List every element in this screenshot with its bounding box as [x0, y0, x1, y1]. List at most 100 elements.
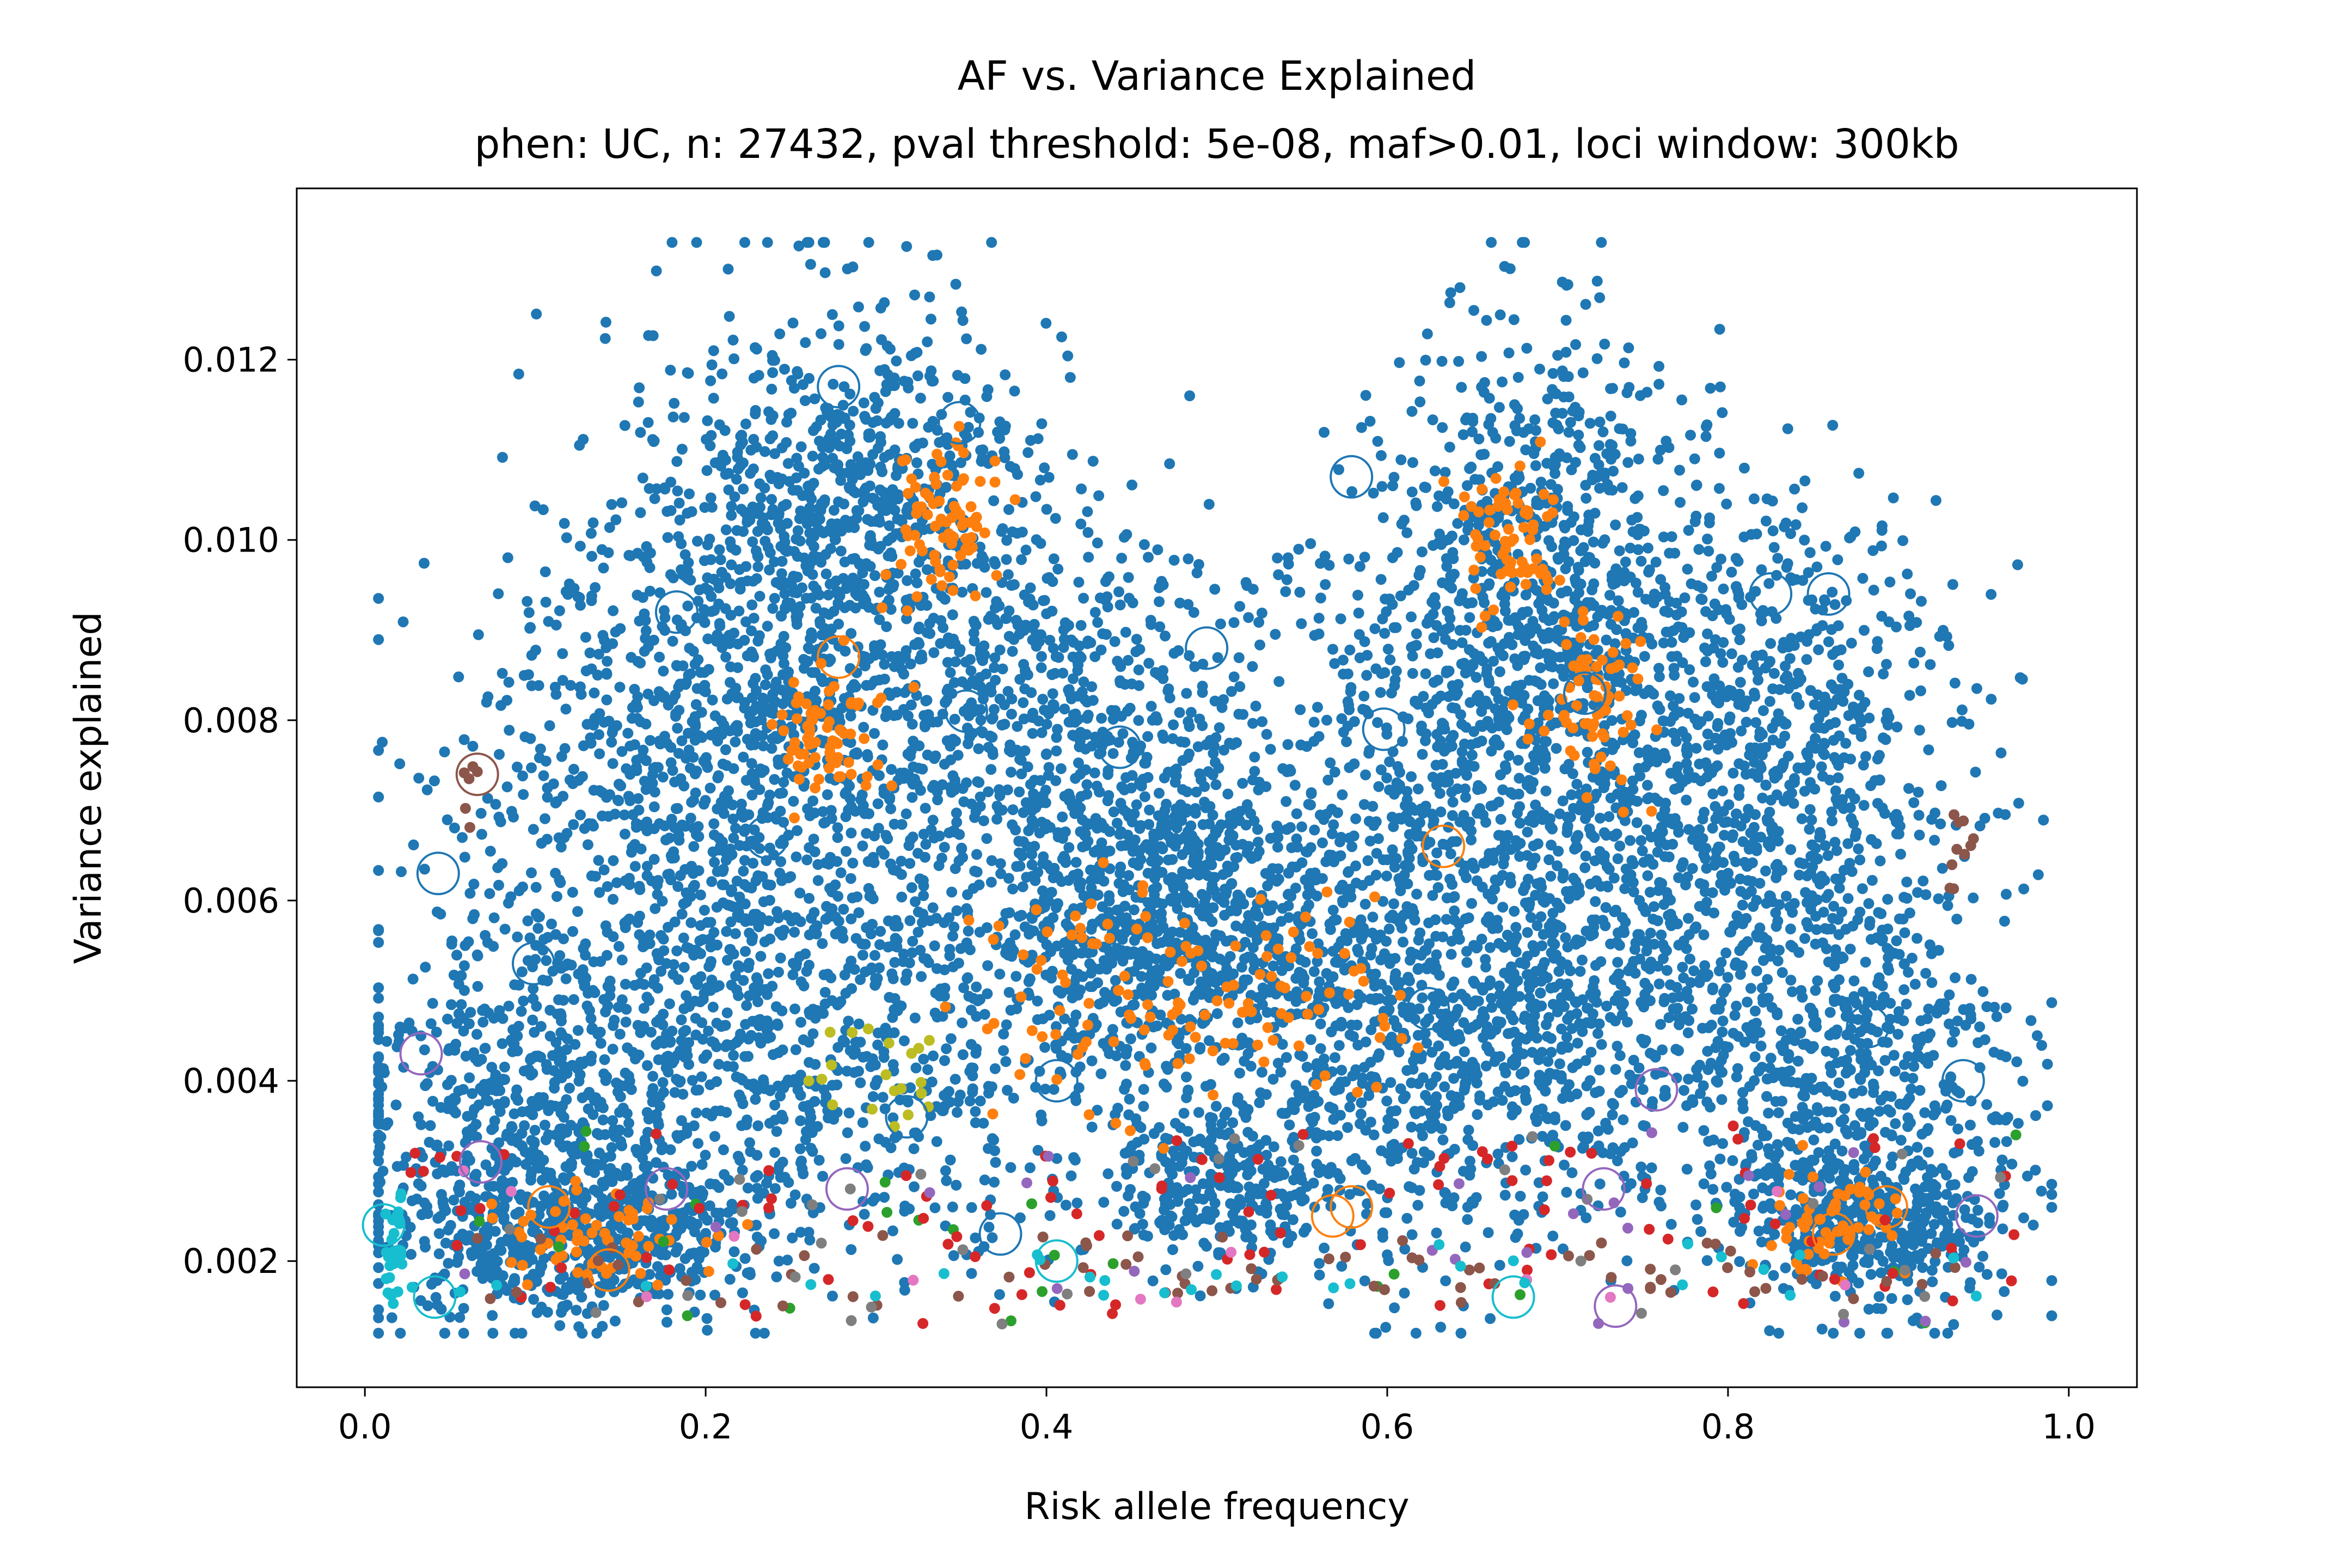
- scatter-point: [615, 780, 627, 792]
- scatter-point: [961, 333, 972, 345]
- scatter-point: [687, 716, 698, 727]
- scatter-point: [578, 434, 589, 445]
- scatter-point: [727, 799, 738, 811]
- scatter-point: [1059, 826, 1071, 837]
- scatter-point: [801, 237, 813, 248]
- scatter-point: [723, 468, 734, 479]
- scatter-point: [421, 1078, 433, 1089]
- scatter-point: [956, 842, 967, 854]
- scatter-point: [1032, 1014, 1043, 1025]
- scatter-point: [1034, 474, 1046, 486]
- scatter-point: [1060, 1199, 1071, 1211]
- scatter-point: [1257, 982, 1269, 994]
- scatter-point: [1120, 627, 1131, 638]
- scatter-point: [702, 633, 714, 645]
- scatter-point: [1218, 1052, 1230, 1064]
- scatter-point: [594, 887, 605, 898]
- scatter-point: [1211, 842, 1223, 853]
- scatter-point: [852, 451, 863, 462]
- scatter-point: [536, 837, 547, 849]
- scatter-point: [826, 1080, 838, 1091]
- scatter-point: [920, 695, 932, 707]
- scatter-point: [738, 812, 749, 823]
- scatter-point: [787, 485, 799, 496]
- scatter-point: [875, 431, 886, 442]
- scatter-point: [774, 328, 786, 340]
- scatter-point: [874, 939, 885, 950]
- scatter-point: [526, 867, 537, 879]
- scatter-point: [726, 884, 738, 896]
- scatter-point: [804, 561, 815, 572]
- scatter-point: [705, 440, 716, 451]
- scatter-point: [458, 1327, 469, 1339]
- scatter-point: [835, 546, 847, 557]
- scatter-point: [867, 893, 879, 904]
- scatter-point: [757, 871, 768, 883]
- scatter-point: [923, 421, 934, 433]
- scatter-point: [520, 1159, 531, 1170]
- scatter-point: [808, 541, 819, 552]
- scatter-point: [703, 664, 714, 675]
- scatter-point: [928, 1050, 939, 1062]
- scatter-point: [565, 679, 577, 691]
- scatter-point: [762, 621, 773, 632]
- scatter-point: [887, 1225, 898, 1236]
- scatter-point: [557, 648, 568, 659]
- scatter-point: [935, 638, 946, 649]
- scatter-point: [845, 459, 856, 470]
- scatter-point: [724, 725, 736, 737]
- scatter-point: [658, 665, 669, 677]
- scatter-point: [874, 484, 886, 495]
- scatter-point: [600, 1006, 611, 1018]
- scatter-point: [794, 1143, 806, 1155]
- scatter-point: [562, 589, 574, 600]
- scatter-point: [1194, 768, 1205, 780]
- scatter-point: [1016, 910, 1027, 921]
- scatter-point: [850, 681, 861, 693]
- scatter-point: [575, 809, 586, 820]
- scatter-point: [1241, 799, 1253, 810]
- scatter-point: [838, 381, 850, 393]
- scatter-point: [1026, 821, 1038, 832]
- scatter-point: [998, 1028, 1009, 1040]
- scatter-point: [879, 1192, 890, 1203]
- scatter-point: [695, 971, 707, 982]
- scatter-point: [742, 881, 754, 893]
- scatter-point: [1007, 804, 1019, 816]
- scatter-point: [522, 915, 534, 927]
- scatter-point: [1156, 937, 1167, 948]
- scatter-point: [1032, 995, 1043, 1007]
- scatter-point: [892, 513, 903, 525]
- scatter-point: [1096, 713, 1107, 724]
- scatter-point: [1017, 881, 1028, 892]
- scatter-point: [742, 575, 753, 586]
- scatter-point: [755, 951, 767, 962]
- scatter-point: [727, 813, 739, 825]
- scatter-point: [657, 771, 669, 783]
- scatter-point: [675, 1045, 686, 1056]
- scatter-point: [740, 946, 751, 957]
- scatter-point: [839, 602, 850, 614]
- scatter-point: [1029, 775, 1040, 786]
- scatter-point: [989, 1177, 1000, 1188]
- scatter-point: [702, 572, 713, 584]
- scatter-point: [781, 416, 792, 428]
- scatter-point: [605, 1278, 616, 1290]
- scatter-point: [488, 912, 500, 923]
- scatter-point: [1131, 799, 1142, 811]
- scatter-point: [1248, 815, 1260, 826]
- scatter-point: [1249, 765, 1260, 777]
- scatter-point: [817, 676, 829, 687]
- scatter-point: [738, 751, 749, 763]
- scatter-point: [678, 412, 690, 423]
- scatter-point: [737, 1287, 748, 1298]
- scatter-point: [763, 915, 775, 927]
- scatter-point: [586, 818, 598, 830]
- scatter-point: [942, 391, 954, 403]
- scatter-point: [472, 981, 483, 992]
- scatter-point: [1334, 836, 1345, 848]
- scatter-point: [1083, 819, 1095, 830]
- scatter-point: [1112, 1102, 1124, 1114]
- scatter-point: [638, 941, 648, 952]
- scatter-point: [741, 1000, 752, 1011]
